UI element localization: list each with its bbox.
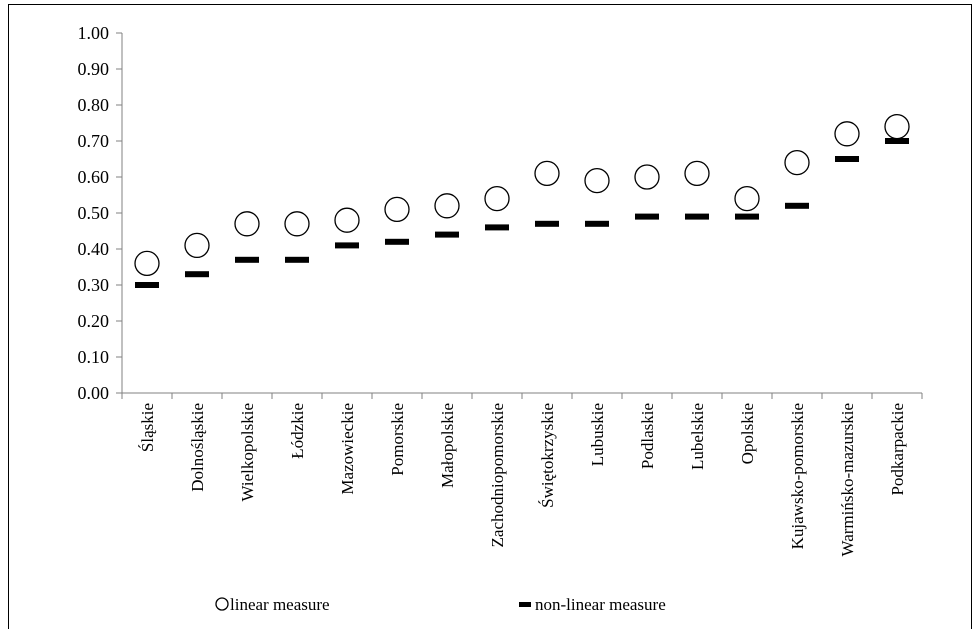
- y-tick-label: 0.10: [78, 347, 110, 367]
- category-label: Zachodniopomorskie: [488, 403, 507, 547]
- non-linear-point: [835, 156, 859, 162]
- category-label: Dolnośląskie: [188, 403, 207, 492]
- y-tick-label: 0.80: [78, 95, 110, 115]
- linear-point: [634, 164, 660, 190]
- y-tick-label: 0.70: [78, 131, 110, 151]
- category-label: Lubelskie: [688, 403, 707, 470]
- non-linear-point: [185, 271, 209, 278]
- non-linear-point: [435, 231, 459, 238]
- legend-linear-label: linear measure: [230, 595, 330, 614]
- non-linear-point: [885, 138, 909, 144]
- y-tick-label: 0.60: [78, 167, 110, 187]
- non-linear-point: [735, 213, 759, 220]
- non-linear-point: [285, 256, 309, 263]
- y-tick-label: 0.20: [78, 311, 110, 331]
- non-linear-point: [535, 220, 559, 227]
- non-linear-point: [135, 282, 159, 288]
- linear-point: [534, 160, 560, 187]
- linear-point: [684, 160, 710, 187]
- category-label: Pomorskie: [388, 403, 407, 476]
- category-label: Mazowieckie: [338, 403, 357, 495]
- category-label: Lubuskie: [588, 403, 607, 466]
- y-tick-label: 0.00: [78, 383, 110, 403]
- category-label: Warmińsko-mazurskie: [838, 403, 857, 556]
- linear-point: [134, 250, 160, 277]
- linear-point: [734, 185, 760, 212]
- linear-point: [834, 121, 860, 147]
- category-label: Podkarpackie: [888, 403, 907, 496]
- legend-non-linear-marker: [519, 602, 531, 607]
- category-label: Małopolskie: [438, 403, 457, 488]
- y-tick-label: 1.00: [78, 23, 110, 43]
- non-linear-point: [785, 202, 809, 209]
- linear-point: [184, 232, 210, 259]
- y-tick-label: 0.30: [78, 275, 110, 295]
- linear-point: [234, 211, 260, 237]
- linear-point: [484, 185, 510, 212]
- linear-point: [284, 211, 310, 237]
- chart-frame: [8, 4, 972, 629]
- legend-non-linear-label: non-linear measure: [535, 595, 666, 614]
- legend-linear-marker: [215, 597, 229, 611]
- non-linear-point: [335, 242, 359, 249]
- linear-point: [784, 149, 810, 176]
- linear-point: [384, 196, 410, 223]
- y-tick-label: 0.90: [78, 59, 110, 79]
- category-label: Łódzkie: [288, 403, 307, 459]
- y-tick-label: 0.40: [78, 239, 110, 259]
- linear-point: [584, 167, 610, 194]
- non-linear-point: [585, 220, 609, 227]
- non-linear-point: [635, 213, 659, 220]
- linear-point: [884, 113, 910, 140]
- category-label: Opolskie: [738, 403, 757, 464]
- category-label: Wielkopolskie: [238, 403, 257, 501]
- non-linear-point: [235, 256, 259, 263]
- y-tick-label: 0.50: [78, 203, 110, 223]
- linear-point: [434, 193, 460, 219]
- non-linear-point: [485, 224, 509, 231]
- non-linear-point: [685, 213, 709, 220]
- non-linear-point: [385, 238, 409, 245]
- category-label: Świętokrzyskie: [538, 403, 557, 508]
- category-label: Śląskie: [138, 403, 157, 452]
- category-label: Kujawsko-pomorskie: [788, 403, 807, 549]
- linear-point: [334, 207, 360, 233]
- category-label: Podlaskie: [638, 403, 657, 469]
